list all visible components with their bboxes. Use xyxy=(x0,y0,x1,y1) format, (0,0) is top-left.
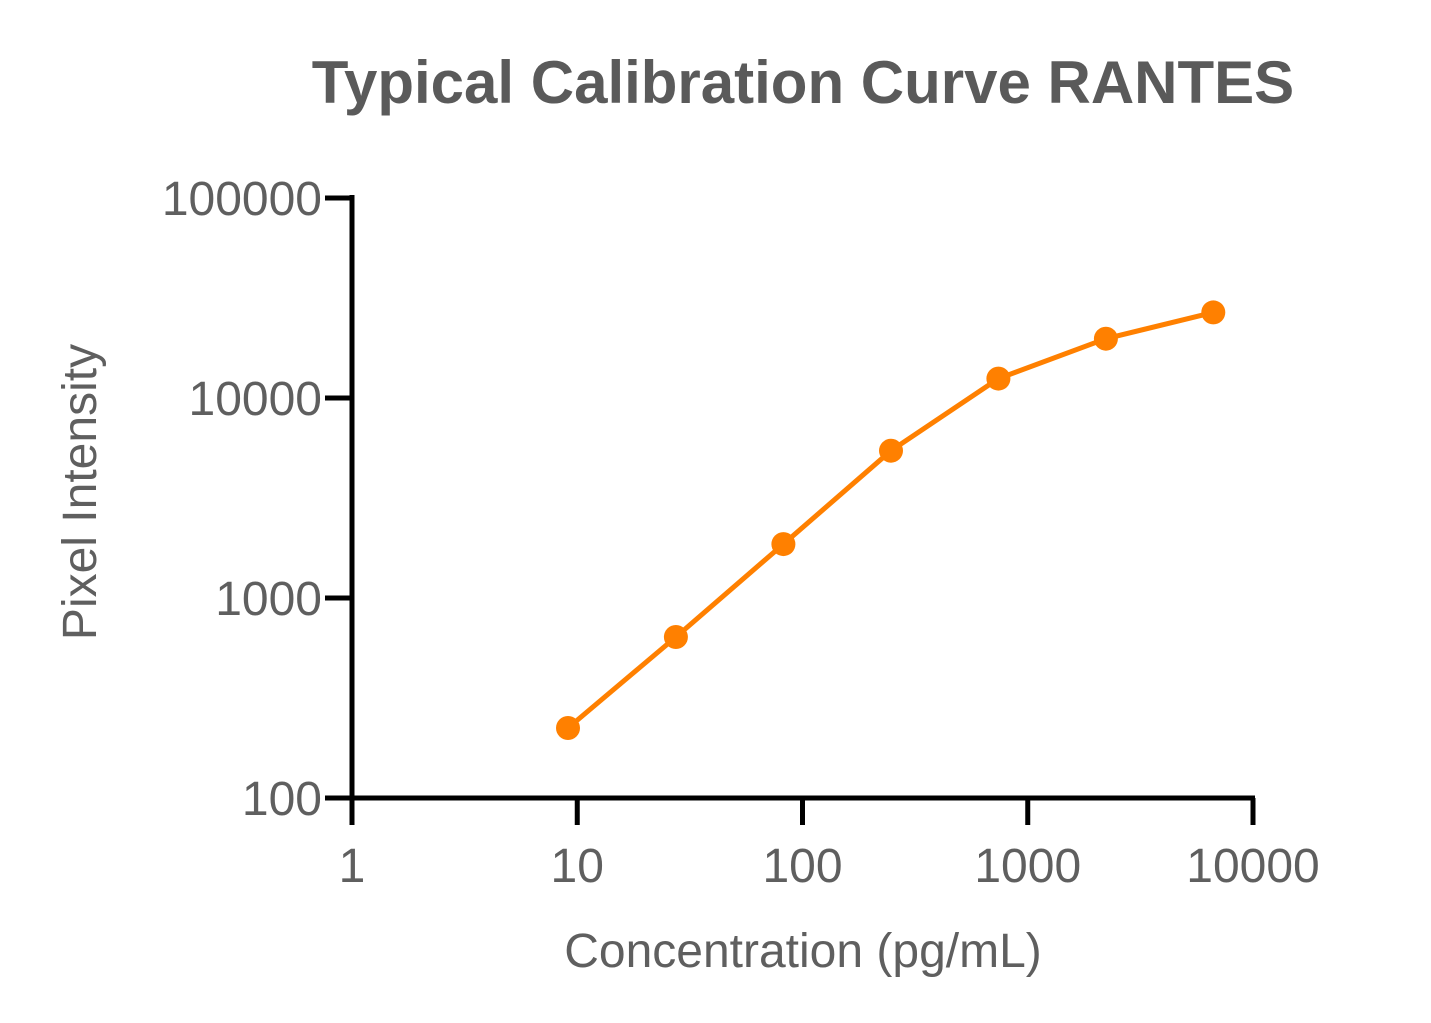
y-tick-label: 100000 xyxy=(162,173,322,226)
x-tick-label: 100 xyxy=(762,840,842,893)
x-tick-label: 1000 xyxy=(974,840,1081,893)
data-point xyxy=(1201,300,1226,325)
x-tick-label: 10 xyxy=(551,840,604,893)
y-tick-label: 10000 xyxy=(189,373,322,426)
y-tick-label: 1000 xyxy=(215,573,322,626)
x-axis-label: Concentration (pg/mL) xyxy=(564,925,1042,978)
x-tick-label: 10000 xyxy=(1186,840,1319,893)
data-point xyxy=(879,438,903,463)
data-point xyxy=(1093,326,1118,351)
y-axis-ticks: 100 1000 10000 100000 xyxy=(162,173,352,826)
series-layer xyxy=(556,300,1226,740)
data-point xyxy=(986,366,1011,391)
x-axis-ticks: 1 10 100 1000 10000 xyxy=(339,798,1320,893)
series-line xyxy=(566,309,1214,730)
data-point xyxy=(556,716,580,740)
y-tick-label: 100 xyxy=(242,773,322,826)
data-point xyxy=(663,625,688,649)
chart-title: Typical Calibration Curve RANTES xyxy=(312,49,1294,116)
y-axis-label: Pixel Intensity xyxy=(54,344,107,640)
x-tick-label: 1 xyxy=(339,840,366,893)
data-point xyxy=(771,532,796,557)
